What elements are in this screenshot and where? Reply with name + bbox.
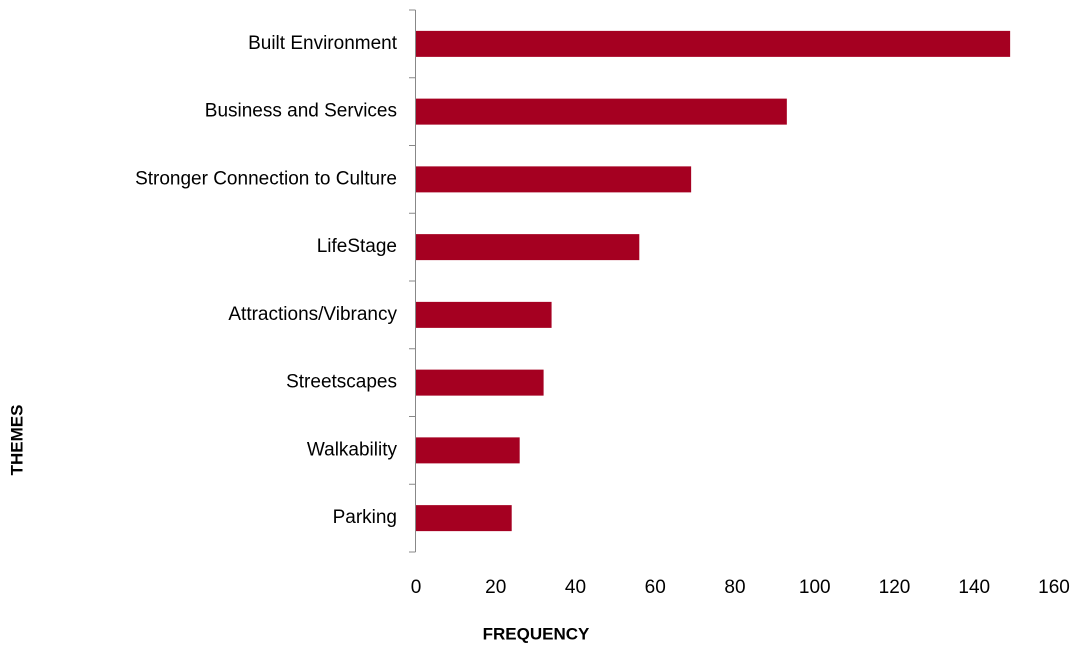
x-tick-label: 120: [879, 577, 911, 598]
y-tick-label: Attractions/Vibrancy: [228, 304, 397, 325]
bar: [416, 505, 512, 532]
bar: [416, 98, 787, 125]
x-tick-label: 140: [958, 577, 990, 598]
x-axis-label: FREQUENCY: [483, 624, 590, 643]
bar: [416, 369, 544, 396]
y-tick-label: LifeStage: [317, 236, 397, 257]
bar: [416, 234, 640, 261]
x-tick-label: 100: [799, 577, 831, 598]
y-tick-label: Stronger Connection to Culture: [135, 168, 397, 189]
bar: [416, 437, 520, 464]
x-tick-label: 40: [565, 577, 586, 598]
x-tick-label: 0: [411, 577, 422, 598]
y-tick-label: Built Environment: [248, 33, 398, 54]
y-tick-label: Parking: [333, 507, 397, 528]
x-tick-label: 80: [724, 577, 745, 598]
y-tick-label: Walkability: [307, 439, 398, 460]
x-tick-label: 60: [645, 577, 666, 598]
y-tick-label: Streetscapes: [286, 372, 397, 393]
y-tick-label: Business and Services: [205, 101, 397, 122]
x-tick-label: 20: [485, 577, 506, 598]
x-tick-label: 160: [1038, 577, 1070, 598]
y-axis-label: THEMES: [7, 405, 26, 476]
bar: [416, 166, 692, 193]
bar: [416, 30, 1011, 57]
bar: [416, 301, 552, 328]
